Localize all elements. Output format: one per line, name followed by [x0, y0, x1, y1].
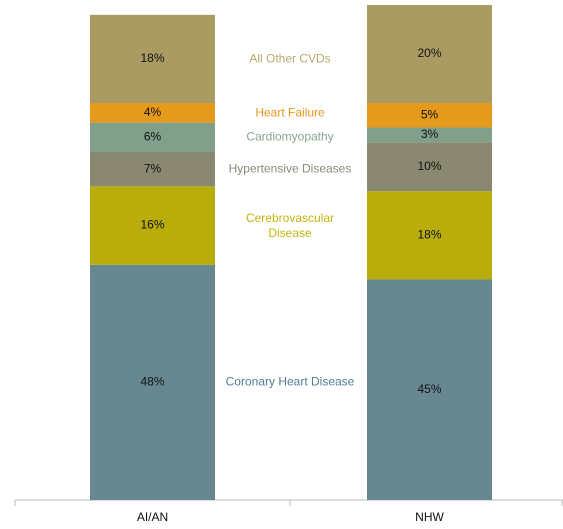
bar-segment — [367, 5, 492, 104]
x-tick-label: NHW — [415, 510, 444, 524]
series-label: All Other CVDs — [249, 51, 331, 66]
bar-segment — [367, 191, 492, 280]
bar-segment — [90, 122, 215, 153]
data-label: 48% — [140, 375, 164, 389]
series-label: Hypertensive Diseases — [228, 161, 352, 176]
series-label: Heart Failure — [255, 105, 325, 120]
data-label: 5% — [421, 107, 439, 121]
bar-segment — [367, 142, 492, 192]
data-label: 16% — [140, 218, 164, 232]
bar-segment — [367, 103, 492, 128]
bar-segment — [90, 14, 215, 104]
data-label: 3% — [421, 127, 439, 141]
data-label: 18% — [417, 228, 441, 242]
data-label: 7% — [144, 161, 162, 175]
bar-segment — [90, 186, 215, 265]
x-tick-label: AI/AN — [137, 510, 168, 524]
bar-segment — [367, 279, 492, 500]
data-label: 20% — [417, 46, 441, 60]
data-label: 10% — [417, 159, 441, 173]
data-label: 18% — [140, 51, 164, 65]
bar-segment — [90, 152, 215, 187]
bar-segment — [90, 264, 215, 500]
data-label: 4% — [144, 105, 162, 119]
data-label: 45% — [417, 382, 441, 396]
bar-segment — [367, 127, 492, 143]
series-label: Cerebrovascular Disease — [245, 210, 335, 240]
bar-segment — [90, 103, 215, 123]
data-label: 6% — [144, 129, 162, 143]
series-label: Cardiomyopathy — [246, 129, 334, 144]
series-label: Coronary Heart Disease — [225, 374, 355, 389]
